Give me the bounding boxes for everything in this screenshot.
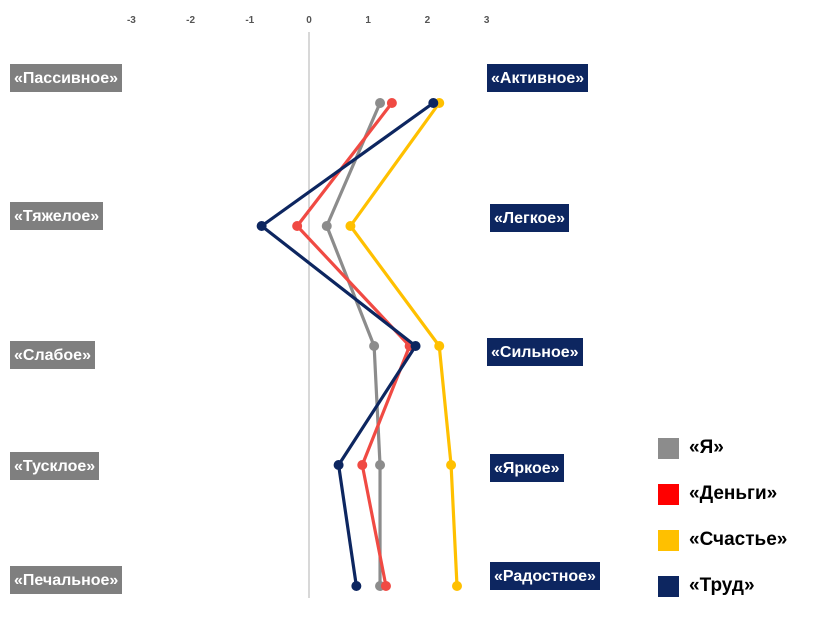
x-tick-label: 2 [425,15,431,26]
series-point [452,581,462,591]
right-scale-label: «Сильное» [487,338,583,366]
legend: «Я» «Деньги» «Счастье» «Труд» [658,436,787,620]
x-tick-label: 0 [306,15,312,26]
legend-item: «Я» [658,436,787,460]
legend-swatch [658,483,679,505]
legend-label: «Я» [689,437,724,458]
series-point [345,221,356,231]
series-point [446,460,457,470]
series-point [428,98,439,108]
left-scale-label: «Слабое» [10,341,95,369]
series-point [321,221,332,231]
left-scale-label: «Тусклое» [10,452,100,480]
series-point [380,581,391,591]
series-point [357,460,368,470]
series-point [375,460,386,470]
right-scale-label: «Яркое» [490,454,564,482]
x-tick-label: 1 [365,15,371,26]
series-point [410,341,421,351]
left-scale-label: «Тяжелое» [10,202,104,230]
series-point [375,98,386,108]
legend-swatch [658,529,679,551]
series-point [292,221,303,231]
series-layer [256,98,462,591]
semantic-differential-chart: -3 -2 -1 0 1 2 3 [127,15,490,598]
series-point [256,221,267,231]
x-tick-label: -3 [127,15,136,26]
legend-swatch [658,575,679,597]
right-scale-label: «Активное» [487,64,589,92]
right-scale-label: «Радостное» [490,562,600,590]
series-point [333,460,344,470]
series-point [369,341,380,351]
series-point [434,341,445,351]
left-scale-label: «Пассивное» [10,64,122,92]
legend-label: «Деньги» [689,483,778,504]
x-tick-label: -1 [245,15,254,26]
series-point [386,98,397,108]
series-point [351,581,362,591]
legend-item: «Деньги» [658,482,787,506]
right-scale-label: «Легкое» [490,204,570,232]
legend-item: «Счастье» [658,528,787,552]
series-line [295,102,412,587]
left-scale-label: «Печальное» [10,566,123,594]
legend-item: «Труд» [658,574,787,598]
x-tick-label: -2 [186,15,195,26]
legend-label: «Счастье» [689,529,788,550]
legend-swatch [658,437,679,459]
x-axis-ticks: -3 -2 -1 0 1 2 3 [127,15,490,26]
x-tick-label: 3 [484,15,490,26]
legend-label: «Труд» [689,575,755,596]
